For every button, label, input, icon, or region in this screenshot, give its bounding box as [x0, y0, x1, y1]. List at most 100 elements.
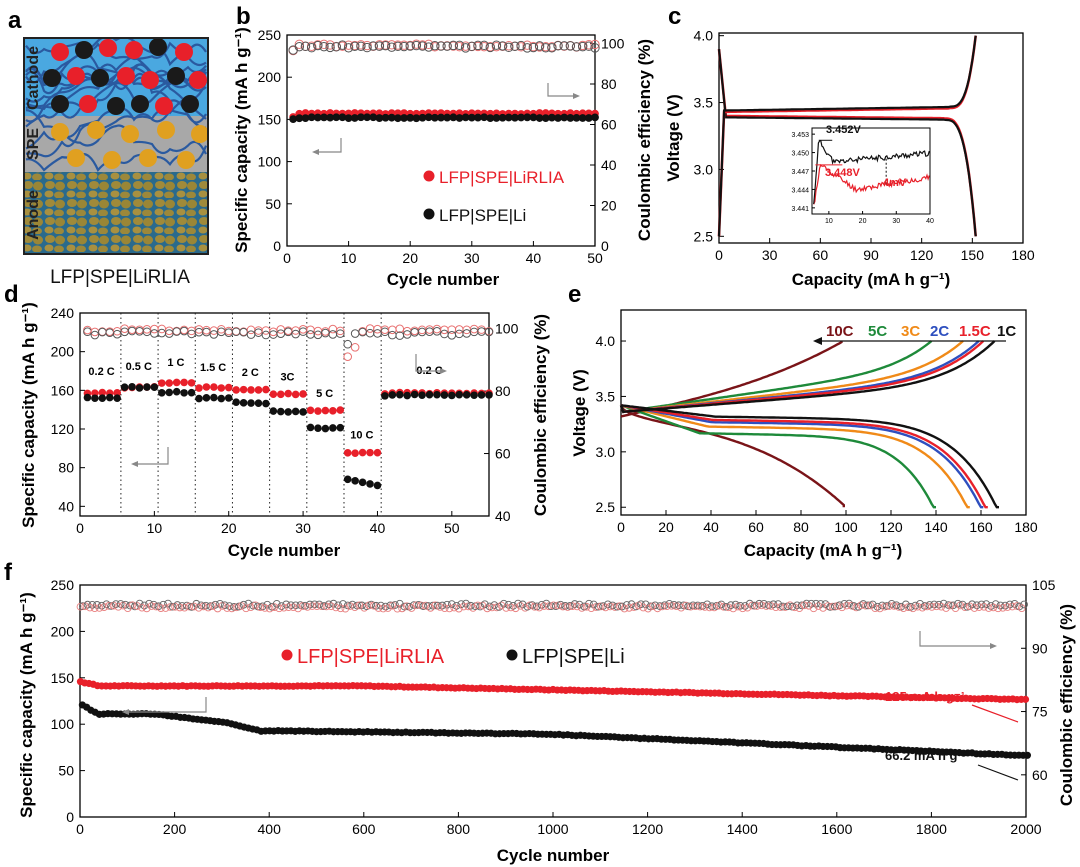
efficiency-point-lirlia	[343, 40, 354, 50]
efficiency-point-li	[328, 330, 338, 339]
efficiency-point-li	[374, 41, 385, 51]
data-e	[619, 340, 999, 509]
efficiency-point-li	[887, 600, 896, 608]
efficiency-point-li	[380, 40, 391, 51]
efficiency-point-li	[306, 600, 314, 609]
arrow-right-head-d	[440, 368, 447, 374]
legend-label-lirlia-f: LFP|SPE|LiRLIA	[297, 646, 445, 668]
efficiency-point-li	[261, 330, 271, 340]
efficiency-point-lirlia	[469, 604, 477, 612]
x-tick-label-f: 1400	[727, 821, 758, 837]
x-tick-label-d: 40	[370, 520, 386, 536]
efficiency-point-lirlia	[644, 604, 652, 613]
filler-particle	[191, 125, 208, 143]
efficiency-point-lirlia	[138, 603, 146, 612]
carbon-particle	[107, 97, 125, 115]
efficiency-point-lirlia	[86, 603, 94, 612]
efficiency-point-lirlia	[871, 604, 879, 612]
y-tick-label-f: 250	[51, 577, 75, 593]
efficiency-point-li	[430, 40, 440, 51]
discharge-curve-black	[717, 48, 977, 237]
x-tick-label-f: 1800	[916, 821, 947, 837]
y-tick-label-c: 3.5	[694, 95, 714, 111]
efficiency-point-li	[172, 327, 181, 336]
efficiency-point-li	[958, 600, 967, 609]
layer-label-cathode: Cathode	[25, 46, 42, 110]
efficiency-point-li	[528, 601, 537, 609]
capacity-point-li	[254, 399, 263, 407]
efficiency-point-lirlia	[374, 604, 383, 612]
capacity-point-li	[143, 383, 151, 391]
annotation-arrow-125	[971, 704, 1019, 723]
efficiency-point-lirlia	[998, 603, 1007, 612]
efficiency-point-lirlia	[809, 604, 818, 613]
inset-x-tick-label: 30	[892, 218, 900, 225]
capacity-point-lirlia	[232, 386, 240, 394]
polymer-chain	[25, 81, 208, 158]
efficiency-point-lirlia	[227, 604, 236, 613]
capacity-point-lirlia	[165, 379, 174, 387]
legend-arrow-head-e	[813, 337, 822, 345]
efficiency-point-li	[325, 42, 335, 53]
y-tick-label-b: 100	[258, 154, 282, 170]
efficiency-point-lirlia	[805, 601, 813, 610]
capacity-point-lirlia	[269, 390, 278, 398]
efficiency-point-li	[939, 599, 948, 608]
capacity-point-li	[172, 387, 181, 396]
efficiency-point-li	[982, 600, 991, 608]
efficiency-point-li	[613, 602, 622, 611]
filler-particle	[157, 121, 175, 139]
y-tick-label-d: 120	[51, 421, 75, 437]
y2-tick-label-b: 80	[601, 76, 617, 92]
efficiency-point-li	[972, 601, 981, 610]
efficiency-point-lirlia	[753, 602, 761, 610]
lfp-particle	[189, 71, 207, 89]
efficiency-point-lirlia	[242, 604, 250, 613]
annotation-125: 125 mA h g⁻¹	[885, 689, 965, 704]
y-axis-title-b: Specific capacity (mA h g⁻¹)	[232, 27, 251, 253]
capacity-point-li	[113, 394, 121, 402]
inset-y-tick-label: 3.453	[791, 132, 809, 139]
inset-y-tick-label: 3.441	[791, 206, 809, 213]
capacity-point-lirlia	[187, 379, 196, 387]
axes-c: 0 30 60 90 120 150 180 2.5 3.0 3.5 4.0	[694, 28, 1035, 263]
lfp-particle	[51, 43, 69, 61]
arrow-right-head-f	[990, 643, 997, 649]
efficiency-point-li	[522, 43, 532, 53]
legend-label-10c: 10C	[826, 323, 854, 340]
y2-tick-label-f: 75	[1032, 704, 1048, 720]
y-tick-label-d: 40	[58, 498, 74, 514]
efficiency-point-li	[350, 329, 360, 338]
efficiency-point-lirlia	[275, 604, 283, 613]
y-tick-label-f: 150	[51, 670, 75, 686]
x-tick-label-f: 1000	[537, 821, 568, 837]
y2-tick-label-b: 100	[601, 36, 625, 52]
efficiency-point-li	[864, 601, 872, 610]
capacity-point-li	[291, 407, 300, 416]
y-tick-label-e: 2.5	[596, 499, 616, 515]
capacity-point-lirlia	[358, 448, 367, 457]
efficiency-point-li	[405, 602, 414, 611]
discharge-curve-red	[717, 48, 977, 237]
efficiency-point-lirlia	[365, 324, 375, 333]
capacity-point-li	[381, 392, 389, 400]
efficiency-point-li	[246, 330, 256, 339]
efficiency-point-lirlia	[81, 602, 90, 611]
capacity-point-li	[403, 391, 412, 400]
efficiency-point-lirlia	[294, 39, 305, 49]
x-tick-label-e: 40	[703, 519, 719, 535]
efficiency-point-li	[845, 599, 853, 608]
y2-tick-label-f: 60	[1032, 767, 1048, 783]
inset-annotation-diff: 4mV	[883, 177, 907, 189]
panel-label-c: c	[668, 3, 681, 30]
efficiency-point-li	[570, 600, 579, 608]
efficiency-point-lirlia	[152, 602, 161, 611]
efficiency-point-li	[556, 600, 565, 609]
efficiency-point-li	[812, 599, 820, 608]
lfp-particle	[67, 67, 85, 85]
panel-b: b 0 10 20 30 40 50050100150200250020406080100…	[232, 3, 654, 289]
efficiency-point-li	[98, 327, 107, 337]
efficiency-point-li	[258, 602, 267, 611]
rate-label: 2 C	[242, 367, 259, 379]
